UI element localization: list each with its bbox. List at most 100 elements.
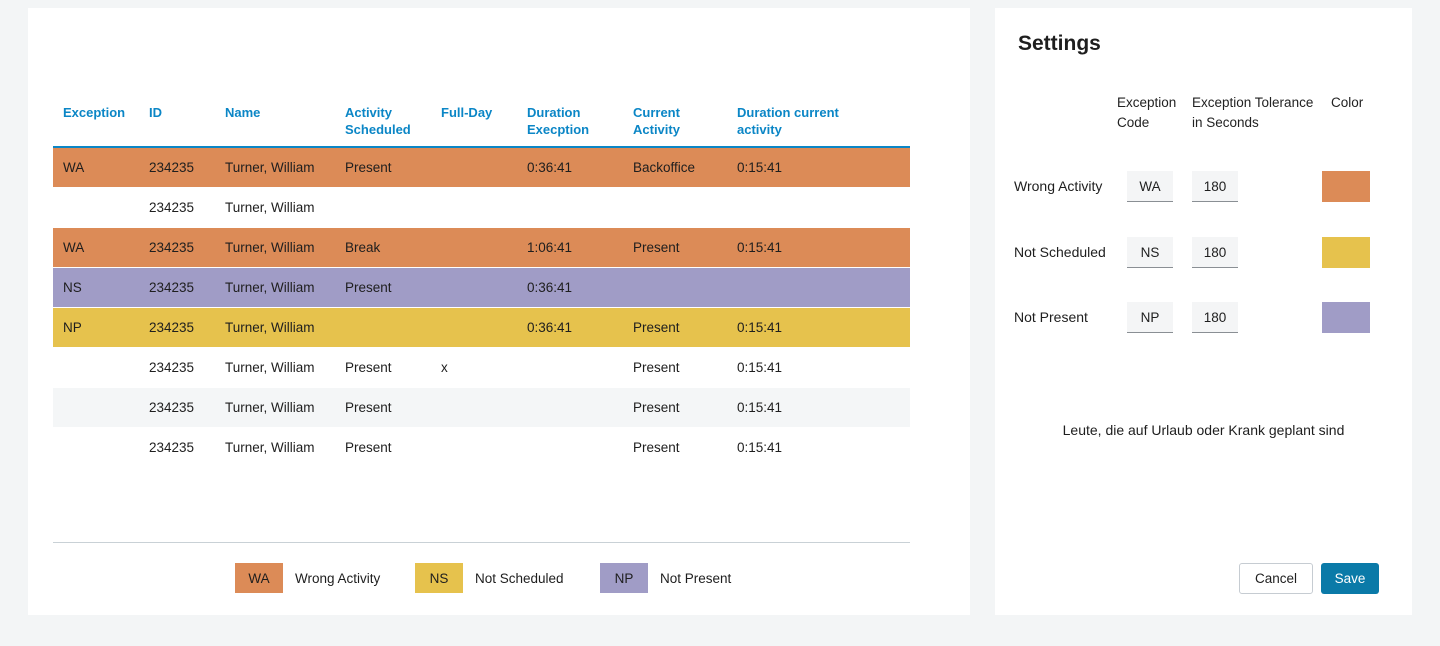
exception-code-input-ns[interactable] bbox=[1127, 237, 1173, 268]
legend-divider bbox=[53, 542, 910, 543]
cell-name: Turner, William bbox=[225, 199, 315, 215]
col-header-duration-current-activity: Duration current activity bbox=[727, 104, 910, 149]
cell-name: Turner, William bbox=[225, 239, 315, 255]
cell-activity-scheduled: Present bbox=[345, 399, 392, 415]
col-header-exception: Exception bbox=[53, 104, 139, 149]
cell-current-activity: Present bbox=[633, 239, 680, 255]
cell-activity-scheduled bbox=[335, 187, 431, 227]
save-button[interactable]: Save bbox=[1321, 563, 1379, 594]
table-row: NP 234235 Turner, William 0:36:41 Presen… bbox=[53, 307, 910, 348]
cell-duration-exception bbox=[517, 187, 623, 227]
cell-activity-scheduled: Break bbox=[345, 239, 381, 255]
cell-duration-current-activity: 0:15:41 bbox=[737, 399, 783, 415]
cancel-button[interactable]: Cancel bbox=[1239, 563, 1313, 594]
table-row: 234235 Turner, William Present x Present… bbox=[53, 347, 910, 388]
legend-swatch-wa: WA bbox=[235, 563, 283, 593]
settings-header-exception-code: Exception Code bbox=[1117, 95, 1177, 130]
cell-current-activity bbox=[623, 187, 727, 227]
cell-full-day bbox=[431, 187, 517, 227]
cell-duration-exception bbox=[517, 427, 623, 467]
cell-exception: WA bbox=[63, 239, 85, 255]
settings-header-color: Color bbox=[1331, 95, 1364, 110]
cell-duration-current-activity: 0:15:41 bbox=[737, 319, 783, 335]
cell-exception bbox=[53, 387, 139, 427]
table-row: 234235 Turner, William Present Present 0… bbox=[53, 427, 910, 468]
cell-id: 234235 bbox=[149, 319, 195, 335]
cell-duration-current-activity bbox=[727, 187, 910, 227]
cell-duration-current-activity: 0:15:41 bbox=[737, 439, 783, 455]
tolerance-input-ns[interactable] bbox=[1192, 237, 1238, 268]
color-swatch-ns[interactable] bbox=[1322, 237, 1370, 268]
cell-name: Turner, William bbox=[225, 399, 315, 415]
col-header-current-activity: Current Activity bbox=[623, 104, 727, 149]
cell-full-day bbox=[431, 227, 517, 267]
settings-label-not-present: Not Present bbox=[1014, 309, 1088, 325]
table-row: WA 234235 Turner, William Break 1:06:41 … bbox=[53, 227, 910, 268]
cell-name: Turner, William bbox=[225, 160, 315, 176]
settings-button-bar: Cancel Save bbox=[1239, 563, 1379, 594]
exception-code-input-np[interactable] bbox=[1127, 302, 1173, 333]
cell-duration-exception: 0:36:41 bbox=[527, 279, 573, 295]
col-header-duration-exception: Duration Execption bbox=[517, 104, 623, 149]
table-row: NS 234235 Turner, William Present 0:36:4… bbox=[53, 267, 910, 308]
exceptions-table: Exception ID Name Activity Scheduled Ful… bbox=[53, 104, 910, 468]
table-row: 234235 Turner, William bbox=[53, 187, 910, 228]
col-header-full-day: Full-Day bbox=[431, 104, 517, 149]
cell-activity-scheduled bbox=[335, 307, 431, 347]
cell-duration-current-activity: 0:15:41 bbox=[737, 160, 783, 176]
cell-id: 234235 bbox=[149, 439, 195, 455]
color-swatch-np[interactable] bbox=[1322, 302, 1370, 333]
col-header-name: Name bbox=[215, 104, 335, 149]
cell-id: 234235 bbox=[149, 199, 195, 215]
legend-swatch-ns: NS bbox=[415, 563, 463, 593]
legend-label: Wrong Activity bbox=[295, 570, 381, 586]
legend-label: Not Present bbox=[660, 570, 732, 586]
cell-current-activity: Backoffice bbox=[633, 160, 696, 176]
cell-current-activity: Present bbox=[633, 359, 680, 375]
cell-id: 234235 bbox=[149, 160, 195, 176]
cell-duration-current-activity: 0:15:41 bbox=[737, 239, 783, 255]
settings-label-not-scheduled: Not Scheduled bbox=[1014, 244, 1106, 260]
cell-full-day bbox=[431, 387, 517, 427]
cell-exception bbox=[53, 347, 139, 387]
cell-duration-exception bbox=[517, 387, 623, 427]
exception-code-input-wa[interactable] bbox=[1127, 171, 1173, 202]
cell-exception bbox=[53, 187, 139, 227]
cell-current-activity: Present bbox=[633, 319, 680, 335]
settings-title: Settings bbox=[1018, 32, 1101, 55]
cell-current-activity: Present bbox=[633, 439, 680, 455]
cell-duration-exception: 0:36:41 bbox=[527, 319, 573, 335]
color-swatch-wa[interactable] bbox=[1322, 171, 1370, 202]
table-header-row: Exception ID Name Activity Scheduled Ful… bbox=[53, 104, 910, 149]
table-row: 234235 Turner, William Present Present 0… bbox=[53, 387, 910, 428]
cell-exception: NS bbox=[63, 279, 82, 295]
cell-id: 234235 bbox=[149, 239, 195, 255]
exceptions-panel: Exception ID Name Activity Scheduled Ful… bbox=[28, 8, 970, 615]
legend-item-wrong-activity: WA Wrong Activity bbox=[235, 563, 380, 593]
col-header-activity-scheduled: Activity Scheduled bbox=[335, 104, 431, 149]
legend-item-not-present: NP Not Present bbox=[600, 563, 731, 593]
cell-current-activity bbox=[623, 267, 727, 307]
cell-duration-current-activity bbox=[727, 267, 910, 307]
tolerance-input-wa[interactable] bbox=[1192, 171, 1238, 202]
cell-full-day bbox=[431, 267, 517, 307]
cell-duration-exception: 0:36:41 bbox=[527, 160, 573, 176]
cell-full-day bbox=[431, 427, 517, 467]
settings-header-exception-tolerance: Exception Tolerance in Seconds bbox=[1192, 95, 1314, 130]
cell-activity-scheduled: Present bbox=[345, 279, 392, 295]
cell-name: Turner, William bbox=[225, 439, 315, 455]
cell-duration-exception: 1:06:41 bbox=[527, 239, 573, 255]
cell-id: 234235 bbox=[149, 399, 195, 415]
cell-full-day bbox=[431, 147, 517, 187]
cell-name: Turner, William bbox=[225, 279, 315, 295]
cell-id: 234235 bbox=[149, 359, 195, 375]
cell-duration-exception bbox=[517, 347, 623, 387]
cell-activity-scheduled: Present bbox=[345, 439, 392, 455]
cell-full-day bbox=[431, 307, 517, 347]
legend-label: Not Scheduled bbox=[475, 570, 564, 586]
cell-name: Turner, William bbox=[225, 359, 315, 375]
legend-swatch-np: NP bbox=[600, 563, 648, 593]
legend-item-not-scheduled: NS Not Scheduled bbox=[415, 563, 564, 593]
cell-exception: NP bbox=[63, 319, 82, 335]
tolerance-input-np[interactable] bbox=[1192, 302, 1238, 333]
